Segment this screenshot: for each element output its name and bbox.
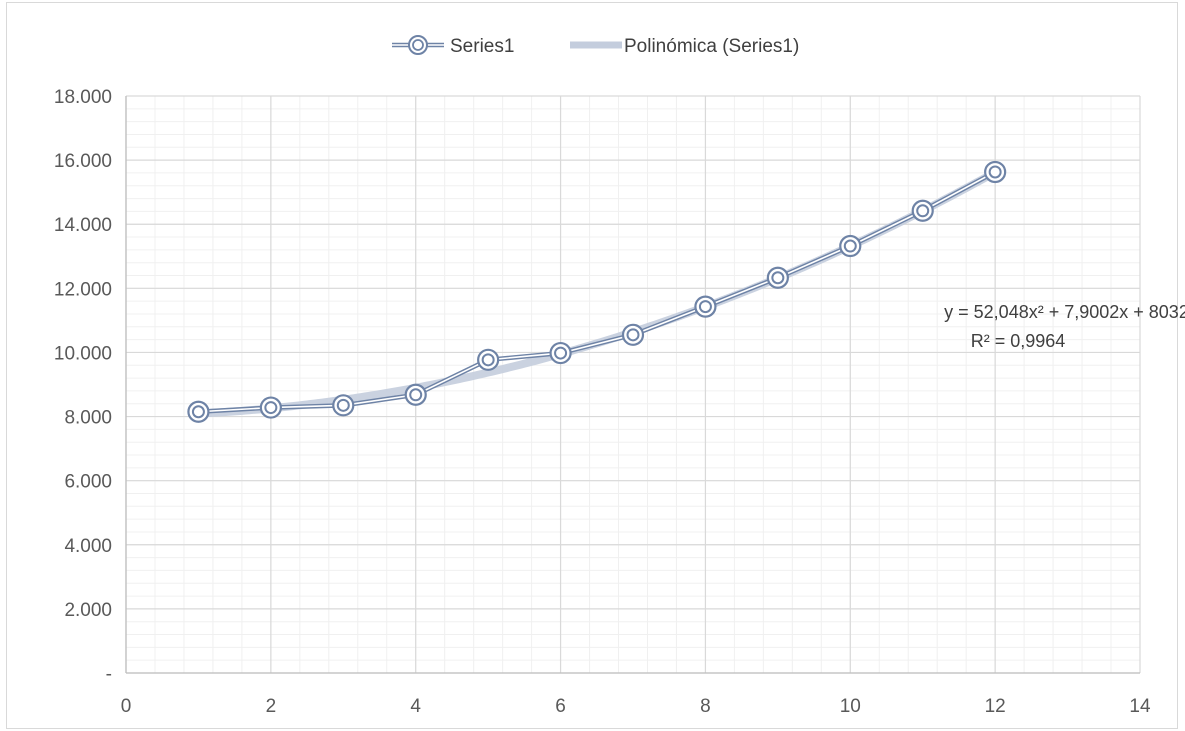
x-axis-tick-labels: 0 2 4 6 8 10 12 14: [121, 696, 1151, 717]
legend-label-series1: Series1: [450, 36, 514, 57]
x-tick-label: 10: [840, 696, 861, 717]
trendline-path: [194, 168, 1000, 418]
minor-gridlines: [125, 95, 1141, 674]
data-point-inner-ring: [191, 405, 205, 419]
legend-symbol-series1: [392, 35, 444, 55]
major-gridlines: [125, 95, 1141, 674]
data-point: [477, 348, 500, 371]
data-point-inner-ring: [264, 401, 278, 415]
x-tick-label: 2: [266, 696, 277, 717]
series-group: [187, 160, 1007, 423]
data-point-inner-ring: [554, 346, 568, 360]
y-tick-label: -: [106, 664, 112, 685]
series-line-inner: [198, 171, 996, 413]
data-point-inner-ring: [988, 165, 1002, 179]
y-tick-label: 10.000: [54, 343, 112, 364]
data-point: [549, 341, 572, 365]
data-point: [984, 160, 1007, 184]
data-point-inner-ring: [698, 300, 712, 314]
trendline-group: [194, 168, 1000, 418]
trendline-equation-group: y = 52,048x² + 7,9002x + 8032,7 R² = 0,9…: [944, 302, 1185, 351]
y-tick-label: 6.000: [64, 472, 112, 493]
x-tick-label: 14: [1129, 696, 1151, 717]
data-point: [332, 394, 355, 417]
data-point: [621, 323, 645, 346]
data-point: [404, 383, 427, 406]
trendline-r-squared: R² = 0,9964: [971, 331, 1066, 351]
y-tick-label: 14.000: [54, 215, 112, 236]
x-tick-label: 0: [121, 696, 132, 717]
legend-series1-marker-inner: [412, 39, 424, 51]
x-tick-label: 8: [700, 696, 711, 717]
legend: Series1 Polinómica (Series1): [392, 35, 799, 57]
x-tick-label: 6: [555, 696, 566, 717]
chart-frame: [6, 2, 1178, 729]
x-tick-label: 12: [985, 696, 1006, 717]
data-point-inner-ring: [843, 239, 857, 253]
y-tick-label: 2.000: [64, 600, 112, 621]
y-tick-label: 12.000: [54, 279, 112, 300]
data-point-inner-ring: [409, 388, 423, 402]
data-point: [259, 396, 282, 419]
data-point: [911, 199, 934, 222]
data-point-inner-ring: [916, 204, 930, 218]
x-tick-label: 4: [410, 696, 421, 717]
trendline-equation: y = 52,048x² + 7,9002x + 8032,7: [944, 302, 1185, 322]
y-tick-label: 8.000: [64, 408, 112, 429]
y-tick-label: 16.000: [54, 151, 112, 172]
legend-label-trendline: Polinómica (Series1): [624, 36, 799, 57]
y-tick-label: 4.000: [64, 536, 112, 557]
data-point: [839, 234, 862, 258]
y-tick-label: 18.000: [54, 87, 112, 108]
data-point: [187, 400, 210, 423]
series-line-outer: [198, 169, 997, 414]
data-point-inner-ring: [771, 271, 785, 285]
y-axis-tick-labels: - 2.000 4.000 6.000 8.000 10.000 12.000 14.000 1…: [54, 87, 112, 685]
data-point: [694, 295, 717, 318]
axes: [125, 96, 1140, 674]
data-point-inner-ring: [626, 328, 640, 342]
data-point: [766, 266, 789, 289]
data-point-inner-ring: [481, 353, 495, 367]
data-point-inner-ring: [336, 398, 350, 412]
